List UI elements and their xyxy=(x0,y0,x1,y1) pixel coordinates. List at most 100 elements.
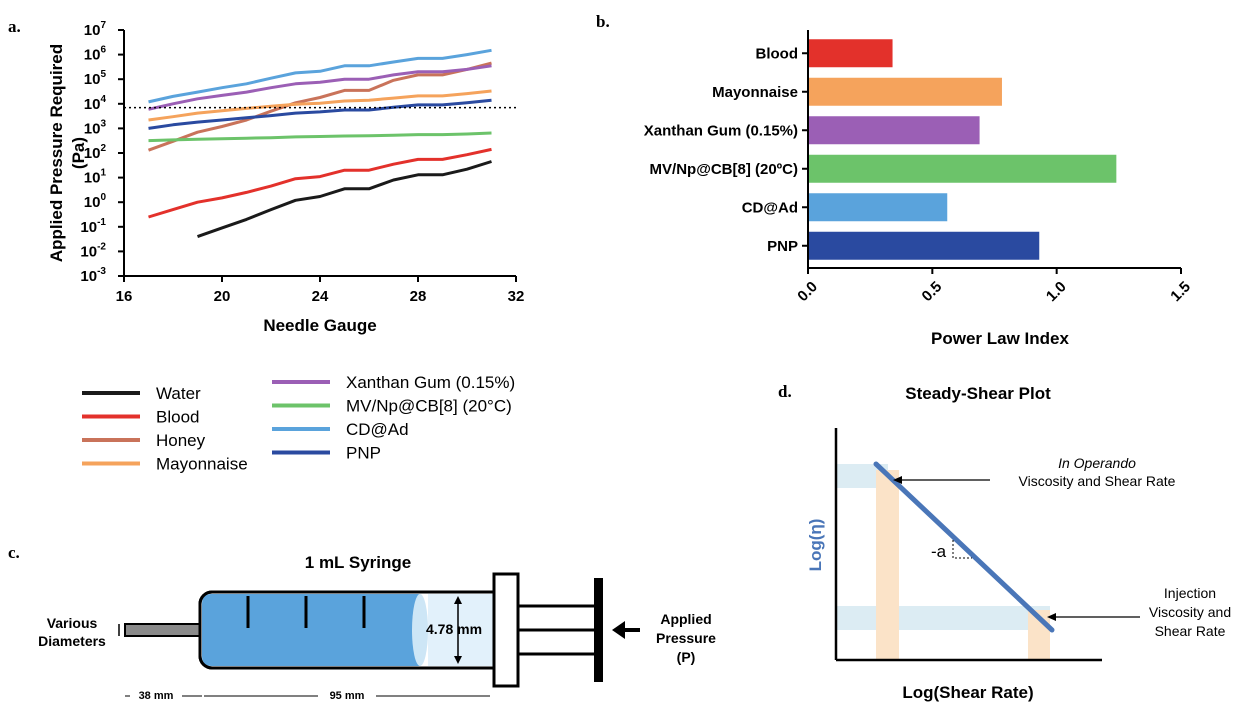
arrowhead xyxy=(893,476,902,484)
diameter-label-line2: Diameters xyxy=(38,633,106,649)
panel-b-label: b. xyxy=(596,12,610,31)
bar xyxy=(808,193,948,222)
a-y-tick-exponent: 0 xyxy=(100,192,106,203)
b-category-label: Xanthan Gum (0.15%) xyxy=(644,122,798,139)
a-x-tick-label: 24 xyxy=(312,288,329,305)
a-y-tick-exponent: -1 xyxy=(97,217,106,228)
a-series-line-honey xyxy=(147,61,492,152)
a-x-axis-title: Needle Gauge xyxy=(263,316,376,335)
arrowhead xyxy=(1047,613,1056,621)
a-y-tick-label: 10-2 xyxy=(80,241,106,260)
a-series-line-xanthan-gum-0-15- xyxy=(148,64,492,111)
a-y-tick-label: 10-1 xyxy=(80,217,106,236)
a-y-tick-label: 105 xyxy=(84,69,107,88)
slope-triangle xyxy=(952,540,972,559)
pressure-label-line2: Pressure xyxy=(656,630,716,646)
b-category-labels: Blood Mayonnaise Xanthan Gum (0.15%) MV/Np@… xyxy=(644,45,808,255)
syringe-needle xyxy=(124,623,204,637)
a-y-tick-label: 104 xyxy=(84,94,107,113)
a-y-tick-exponent: 6 xyxy=(100,45,106,56)
syringe-title: 1 mL Syringe xyxy=(305,553,411,572)
label-backing xyxy=(130,686,182,702)
a-y-tick-label: 106 xyxy=(84,45,107,64)
legend-label: Blood xyxy=(156,408,199,427)
panel-a-label: a. xyxy=(8,17,21,36)
bar xyxy=(808,77,1002,106)
a-series-line-mayonnaise xyxy=(148,89,492,122)
a-series-line-cd-ad xyxy=(148,48,492,104)
legend-label: Mayonnaise xyxy=(156,455,248,474)
panel-b-bar-chart: Blood Mayonnaise Xanthan Gum (0.15%) MV/Np@… xyxy=(644,30,1194,348)
arrowhead xyxy=(454,596,462,604)
highlight-band xyxy=(876,470,899,660)
annotation-bottom-line1: Injection xyxy=(1164,585,1216,601)
b-x-tick-label: 0.5 xyxy=(919,278,946,305)
b-x-tick-label: 1.0 xyxy=(1043,278,1070,305)
a-y-tick-label: 10-3 xyxy=(80,266,106,285)
annotation-bottom-line2: Viscosity and xyxy=(1149,604,1231,620)
pressure-label-line3: (P) xyxy=(677,649,696,665)
a-y-tick-exponent: 3 xyxy=(100,118,106,129)
b-x-axis-title: Power Law Index xyxy=(931,329,1069,348)
legend-label: CD@Ad xyxy=(346,420,409,439)
syringe-diagram: 1 mL Syringe 4.78 mm Various Diameters A… xyxy=(38,553,716,702)
a-y-tick-exponent: 1 xyxy=(100,168,106,179)
legend-label: PNP xyxy=(346,444,381,463)
bar xyxy=(808,39,893,68)
label-backing xyxy=(318,686,376,702)
a-x-tick-label: 20 xyxy=(214,288,231,305)
a-x-tick-label: 16 xyxy=(116,288,133,305)
a-y-tick-label: 107 xyxy=(84,20,107,39)
b-category-label: CD@Ad xyxy=(742,199,798,216)
a-x-axis-ticks: 16 20 24 28 32 xyxy=(116,276,525,305)
b-category-label: PNP xyxy=(767,238,798,255)
a-x-tick-label: 32 xyxy=(508,288,525,305)
a-series-line-pnp xyxy=(148,98,492,130)
b-category-label: MV/Np@CB[8] (20ºC) xyxy=(650,161,798,178)
a-y-tick-exponent: 2 xyxy=(100,143,106,154)
pressure-label-line1: Applied xyxy=(660,611,711,627)
plunger-flange xyxy=(492,572,520,688)
a-y-tick-label: 101 xyxy=(84,168,107,187)
bar xyxy=(808,231,1040,260)
b-bars xyxy=(808,39,1117,260)
a-y-tick-exponent: -2 xyxy=(97,241,106,252)
syringe-fluid xyxy=(202,594,420,666)
shear-x-axis-title: Log(Shear Rate) xyxy=(902,683,1033,702)
a-y-axis-unit: (Pa) xyxy=(69,137,88,169)
legend-label: Xanthan Gum (0.15%) xyxy=(346,373,515,392)
a-y-tick-exponent: 4 xyxy=(100,94,106,105)
annotation-top-line2: Viscosity and Shear Rate xyxy=(1019,473,1176,489)
a-series-line-blood xyxy=(148,147,492,219)
panel-d-label: d. xyxy=(778,382,792,401)
panel-c-label: c. xyxy=(8,543,20,562)
bar xyxy=(808,154,1117,183)
a-series-line-water xyxy=(196,160,492,239)
bar xyxy=(808,116,980,145)
inner-diameter-label: 4.78 mm xyxy=(426,621,482,637)
a-y-tick-label: 100 xyxy=(84,192,107,211)
a-y-tick-label: 103 xyxy=(84,118,107,137)
a-y-tick-exponent: -3 xyxy=(97,266,106,277)
a-series-lines xyxy=(147,48,492,239)
syringe-meniscus xyxy=(412,594,428,666)
a-y-tick-exponent: 5 xyxy=(100,69,106,80)
highlight-band xyxy=(836,606,1050,630)
diameter-label-line1: Various xyxy=(47,615,98,631)
b-x-axis-ticks: 0.0 0.5 1.0 1.5 xyxy=(794,268,1194,305)
slope-label: -a xyxy=(931,542,947,561)
steady-shear-diagram: Steady-Shear Plot -a In Operando Viscosi… xyxy=(806,384,1231,702)
annotation-bottom-line3: Shear Rate xyxy=(1155,623,1226,639)
a-y-axis-title: Applied Pressure Required xyxy=(47,44,66,262)
annotation-top-line1: In Operando xyxy=(1058,455,1136,471)
b-category-label: Mayonnaise xyxy=(712,84,798,101)
b-x-tick-label: 1.5 xyxy=(1167,278,1194,305)
legend-label: MV/Np@CB[8] (20°C) xyxy=(346,397,512,416)
a-x-tick-label: 28 xyxy=(410,288,427,305)
a-y-tick-exponent: 7 xyxy=(100,20,106,31)
pressure-arrowhead xyxy=(612,621,625,639)
b-category-label: Blood xyxy=(756,45,799,62)
legend-label: Honey xyxy=(156,431,206,450)
